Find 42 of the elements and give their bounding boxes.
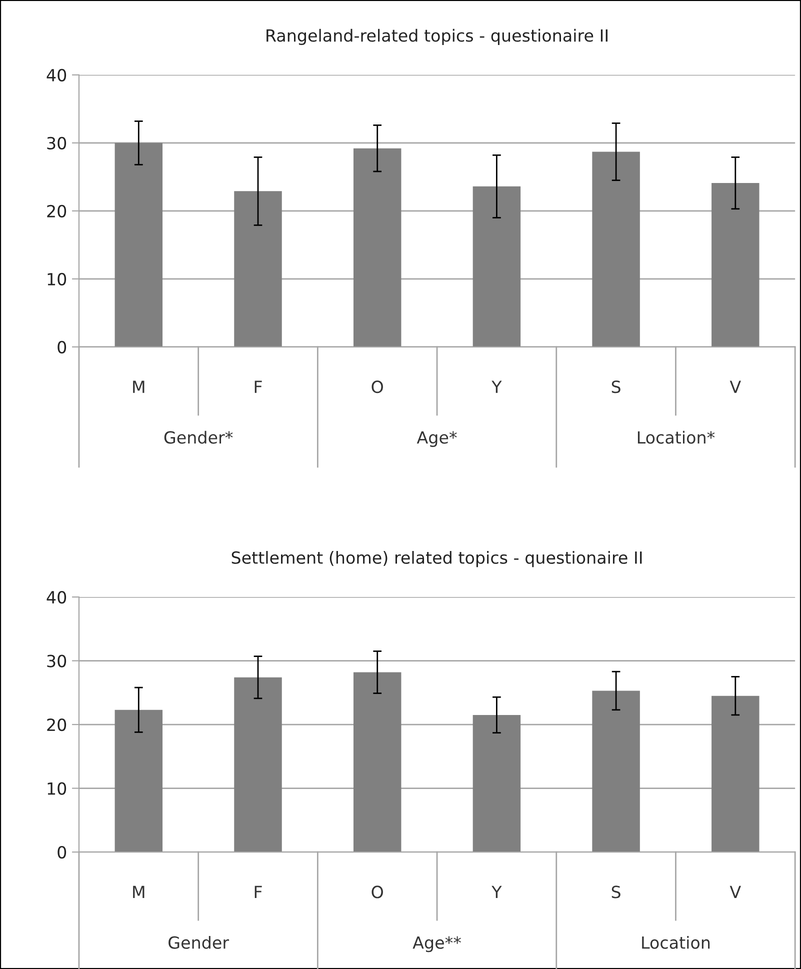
x-tick-label: M [133,886,144,898]
text: Age* [416,431,457,447]
text: Gender [168,936,230,949]
y-tick-label: 30 [47,654,66,668]
bar [472,186,521,347]
bar [353,148,402,347]
y-tick-label: 40 [46,590,66,604]
bar [592,690,640,852]
y-tick-label: 10 [48,782,66,795]
bar [712,696,760,852]
y-tick-label: 0 [58,846,66,859]
bar [114,710,163,852]
chart-title: Settlement (home) related topics - questionaire II [232,551,642,568]
text: Location [642,936,710,949]
x-tick-label: S [612,886,620,898]
text: Age** [412,936,461,952]
bar [234,677,282,852]
text: Gender* [164,430,233,444]
x-tick-label: O [372,380,383,394]
x-tick-label: V [730,886,741,898]
x-tick-label: Y [492,380,502,393]
y-tick-label: 20 [47,204,66,218]
x-tick-label: M [133,380,144,393]
bar [353,672,402,852]
text: Location* [638,430,715,444]
x-tick-label: S [612,380,620,394]
y-tick-label: 30 [47,136,66,150]
y-tick-label: 0 [58,340,66,354]
bar [472,714,521,852]
bar [114,142,163,347]
y-tick-label: 20 [47,718,66,732]
y-tick-label: 10 [48,272,66,286]
bar [592,152,640,347]
x-tick-label: V [730,380,741,393]
x-tick-label: O [372,886,383,898]
x-tick-label: F [254,380,262,393]
y-tick-label: 40 [46,68,66,82]
bar [234,191,282,347]
bar [712,183,760,347]
x-tick-label: Y [492,886,502,898]
x-tick-label: F [254,886,262,898]
chart-title: Rangeland-related topics - questionaire II [266,28,608,46]
